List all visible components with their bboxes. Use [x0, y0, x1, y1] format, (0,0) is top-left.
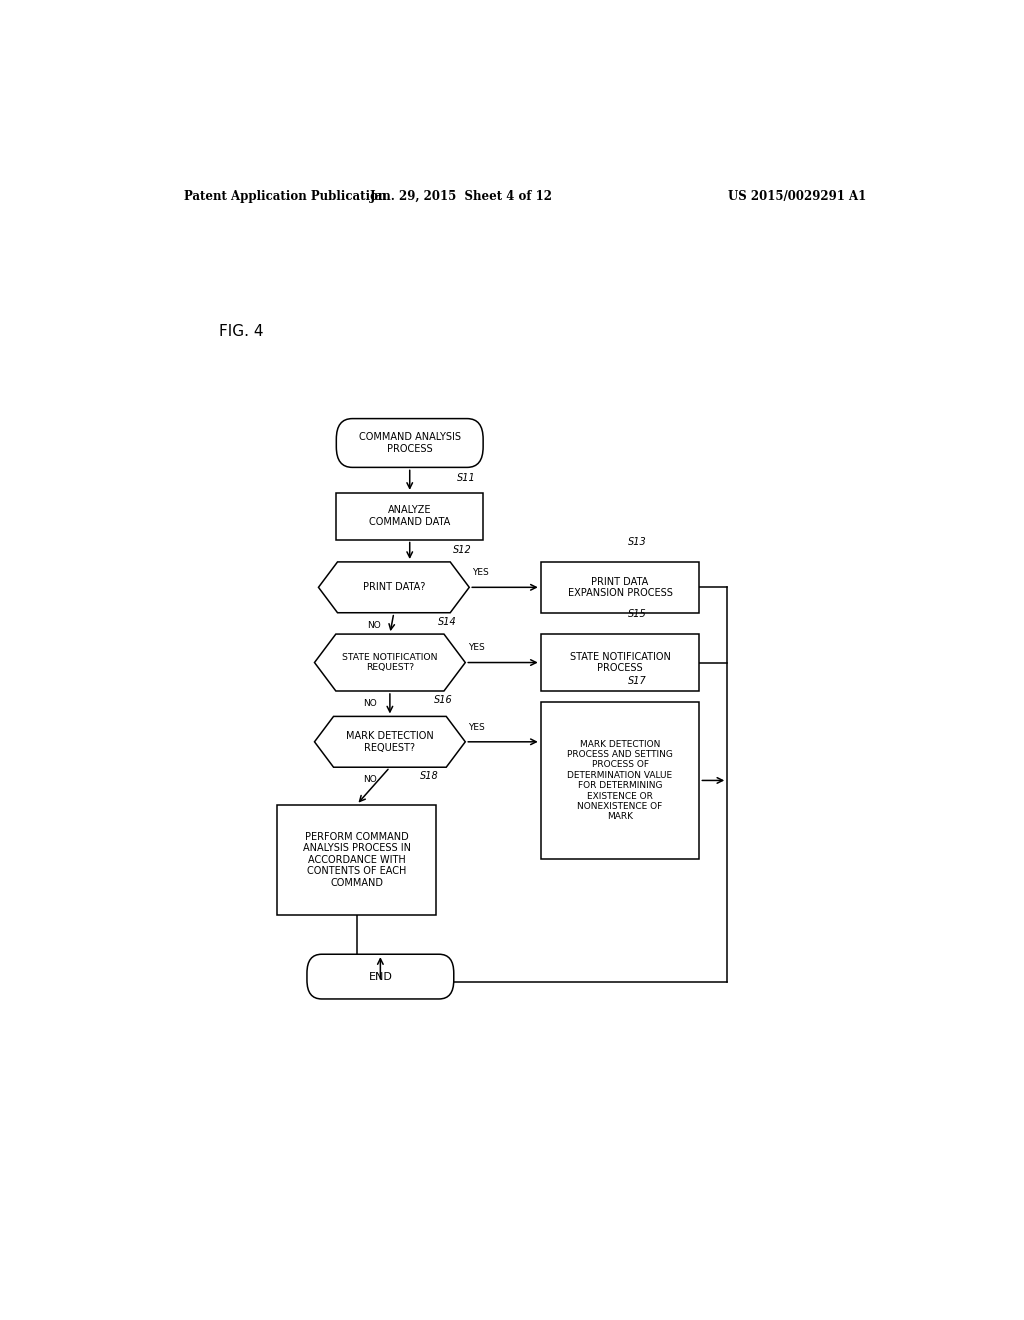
Text: US 2015/0029291 A1: US 2015/0029291 A1 [728, 190, 866, 202]
Text: ANALYZE
COMMAND DATA: ANALYZE COMMAND DATA [369, 506, 451, 527]
Text: PRINT DATA
EXPANSION PROCESS: PRINT DATA EXPANSION PROCESS [567, 577, 673, 598]
Text: S16: S16 [433, 696, 453, 705]
FancyBboxPatch shape [307, 954, 454, 999]
Text: FIG. 4: FIG. 4 [219, 323, 264, 339]
Text: S15: S15 [628, 609, 647, 619]
Text: S18: S18 [420, 771, 439, 781]
Polygon shape [314, 717, 465, 767]
Text: S12: S12 [454, 545, 472, 554]
Bar [541, 702, 699, 859]
Text: S17: S17 [628, 676, 647, 686]
Text: PRINT DATA?: PRINT DATA? [362, 582, 425, 593]
Bar [541, 634, 699, 690]
Text: NO: NO [364, 775, 377, 784]
Text: YES: YES [472, 568, 489, 577]
Text: S14: S14 [437, 616, 457, 627]
Text: S11: S11 [458, 474, 476, 483]
Text: MARK DETECTION
PROCESS AND SETTING
PROCESS OF
DETERMINATION VALUE
FOR DETERMININ: MARK DETECTION PROCESS AND SETTING PROCE… [567, 739, 673, 821]
Text: YES: YES [468, 643, 485, 652]
Polygon shape [314, 634, 465, 690]
Text: STATE NOTIFICATION
REQUEST?: STATE NOTIFICATION REQUEST? [342, 653, 437, 672]
Text: Jan. 29, 2015  Sheet 4 of 12: Jan. 29, 2015 Sheet 4 of 12 [370, 190, 553, 202]
Text: NO: NO [368, 620, 381, 630]
Text: YES: YES [468, 722, 485, 731]
Text: S13: S13 [628, 537, 647, 546]
Text: STATE NOTIFICATION
PROCESS: STATE NOTIFICATION PROCESS [569, 652, 671, 673]
Bar [336, 492, 483, 540]
Polygon shape [318, 562, 469, 612]
Text: MARK DETECTION
REQUEST?: MARK DETECTION REQUEST? [346, 731, 434, 752]
Text: END: END [369, 972, 392, 982]
Bar [541, 562, 699, 612]
Text: Patent Application Publication: Patent Application Publication [183, 190, 386, 202]
FancyBboxPatch shape [336, 418, 483, 467]
Text: PERFORM COMMAND
ANALYSIS PROCESS IN
ACCORDANCE WITH
CONTENTS OF EACH
COMMAND: PERFORM COMMAND ANALYSIS PROCESS IN ACCO… [302, 832, 411, 888]
Text: NO: NO [364, 700, 377, 708]
Bar [278, 805, 436, 915]
Text: COMMAND ANALYSIS
PROCESS: COMMAND ANALYSIS PROCESS [358, 432, 461, 454]
